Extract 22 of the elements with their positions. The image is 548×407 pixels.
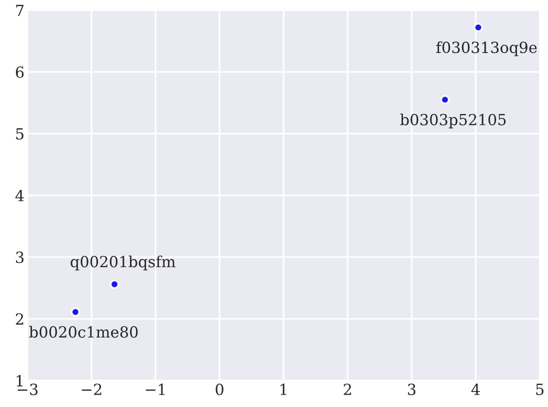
y-tick-label: 6 — [16, 66, 24, 78]
x-tick-label: 2 — [344, 384, 351, 395]
x-tick-label: 1 — [280, 384, 286, 395]
y-tick-label: 4 — [15, 190, 24, 202]
x-tick-label: −2 — [82, 384, 102, 395]
x-tick-label: 3 — [408, 384, 416, 396]
y-tick-label: 2 — [16, 313, 24, 325]
x-tick-label: 5 — [536, 384, 544, 396]
annotation: q00201bqsfm — [70, 256, 176, 270]
y-tick-label: 7 — [16, 4, 24, 16]
annotation: b0303p52105 — [400, 114, 506, 128]
point — [110, 280, 120, 289]
point — [70, 307, 80, 317]
x-tick-label: 0 — [216, 384, 224, 396]
x-tick-label: 4 — [471, 384, 480, 395]
y-tick-label: 3 — [16, 252, 24, 264]
x-tick-label: −1 — [146, 384, 165, 395]
annotation: f030313oq9e — [436, 41, 537, 56]
annotation: b0020c1me80 — [29, 326, 138, 338]
point — [474, 22, 483, 32]
y-tick-label: 5 — [16, 128, 24, 140]
point — [440, 95, 450, 104]
